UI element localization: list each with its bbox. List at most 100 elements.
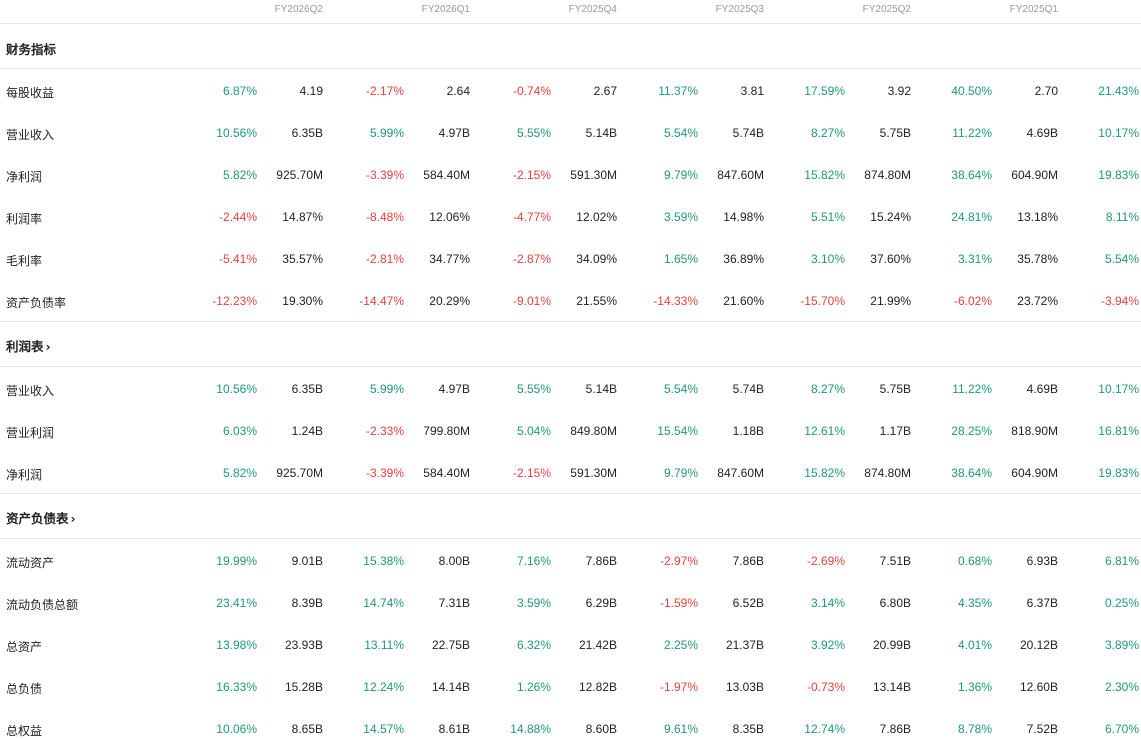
change-percent: 28.25% — [951, 424, 992, 438]
change-percent: -2.44% — [218, 210, 257, 224]
value: 5.14B — [585, 126, 617, 140]
section-divider — [0, 366, 1141, 367]
value: 14.87% — [282, 210, 323, 224]
value: 21.42B — [578, 638, 617, 652]
change-percent: 9.79% — [663, 168, 698, 182]
section-title-1[interactable]: 利润表 › — [6, 336, 51, 355]
change-percent: 14.57% — [363, 722, 404, 736]
period-header-fy2026q1: FY2026Q1 — [421, 4, 470, 15]
value: 7.31B — [438, 596, 470, 610]
value: 34.77% — [429, 252, 470, 266]
table-row: 总负债 16.33% 15.28B 12.24% 14.14B 1.26% 12.82B -1… — [0, 678, 1141, 698]
value: 6.37B — [1026, 596, 1058, 610]
change-percent: 19.83% — [1098, 168, 1139, 182]
change-percent: -2.69% — [806, 554, 845, 568]
change-percent: 12.61% — [804, 424, 845, 438]
section-title-label: 财务指标 — [6, 42, 57, 57]
row-label: 总资产 — [6, 640, 43, 654]
chevron-right-icon: › — [45, 339, 51, 354]
value: 849.80M — [570, 424, 617, 438]
value: 604.90M — [1011, 168, 1058, 182]
change-percent: -6.02% — [953, 294, 992, 308]
change-percent: 5.99% — [369, 126, 404, 140]
value: 2.70 — [1034, 84, 1058, 98]
table-row: 资产负债率 -12.23% 19.30% -14.47% 20.29% -9.01% 21.… — [0, 292, 1141, 312]
change-percent: 8.78% — [957, 722, 992, 736]
change-percent: 40.50% — [951, 84, 992, 98]
row-label: 净利润 — [6, 170, 43, 184]
table-row: 每股收益 6.87% 4.19 -2.17% 2.64 -0.74% 2.67 11.37% 3… — [0, 82, 1141, 102]
table-row: 净利润 5.82% 925.70M -3.39% 584.40M -2.15% 591.30… — [0, 464, 1141, 484]
change-percent: 14.74% — [363, 596, 404, 610]
value: 9.01B — [291, 554, 323, 568]
value: 6.35B — [291, 382, 323, 396]
value: 1.24B — [291, 424, 323, 438]
period-header-fy2025q2: FY2025Q2 — [862, 4, 911, 15]
change-percent: 5.54% — [1104, 252, 1139, 266]
value: 799.80M — [423, 424, 470, 438]
row-label: 资产负债率 — [6, 296, 67, 310]
value: 35.57% — [282, 252, 323, 266]
change-percent: 10.17% — [1098, 126, 1139, 140]
section-title-0: 财务指标 — [6, 39, 56, 58]
change-percent: 3.10% — [810, 252, 845, 266]
change-percent: 10.17% — [1098, 382, 1139, 396]
value: 4.69B — [1026, 382, 1058, 396]
row-label: 营业收入 — [6, 128, 55, 142]
value: 20.99B — [872, 638, 911, 652]
change-percent: 8.27% — [810, 382, 845, 396]
value: 23.72% — [1017, 294, 1058, 308]
value: 4.69B — [1026, 126, 1058, 140]
change-percent: 17.59% — [804, 84, 845, 98]
table-row: 毛利率 -5.41% 35.57% -2.81% 34.77% -2.87% 34.09% 1… — [0, 250, 1141, 270]
change-percent: 3.59% — [516, 596, 551, 610]
value: 35.78% — [1017, 252, 1058, 266]
change-percent: 6.70% — [1104, 722, 1139, 736]
value: 12.82B — [578, 680, 617, 694]
value: 6.80B — [879, 596, 911, 610]
value: 8.65B — [291, 722, 323, 736]
value: 34.09% — [576, 252, 617, 266]
change-percent: -0.73% — [806, 680, 845, 694]
change-percent: 3.59% — [663, 210, 698, 224]
row-label: 利润率 — [6, 212, 43, 226]
value: 818.90M — [1011, 424, 1058, 438]
change-percent: 1.36% — [957, 680, 992, 694]
change-percent: 1.65% — [663, 252, 698, 266]
change-percent: 11.22% — [952, 382, 992, 396]
row-label: 营业利润 — [6, 426, 55, 440]
change-percent: 12.74% — [804, 722, 845, 736]
period-header-fy2025q4: FY2025Q4 — [568, 4, 617, 15]
section-divider — [0, 68, 1141, 69]
change-percent: -8.48% — [365, 210, 404, 224]
change-percent: 6.32% — [516, 638, 551, 652]
change-percent: -5.41% — [218, 252, 257, 266]
change-percent: 15.54% — [657, 424, 698, 438]
change-percent: 5.82% — [222, 168, 257, 182]
value: 7.86B — [879, 722, 911, 736]
value: 20.29% — [429, 294, 470, 308]
value: 37.60% — [870, 252, 911, 266]
value: 6.93B — [1026, 554, 1058, 568]
value: 925.70M — [276, 466, 323, 480]
row-label: 营业收入 — [6, 384, 55, 398]
change-percent: -2.87% — [512, 252, 551, 266]
change-percent: -2.33% — [365, 424, 404, 438]
table-row: 营业利润 6.03% 1.24B -2.33% 799.80M 5.04% 849.80M 1… — [0, 422, 1141, 442]
change-percent: -2.15% — [512, 466, 551, 480]
change-percent: 5.54% — [663, 126, 698, 140]
value: 604.90M — [1011, 466, 1058, 480]
change-percent: -15.70% — [800, 294, 845, 308]
change-percent: 24.81% — [951, 210, 992, 224]
table-row: 流动负债总额 23.41% 8.39B 14.74% 7.31B 3.59% 6.29B -1… — [0, 594, 1141, 614]
section-title-2[interactable]: 资产负债表 › — [6, 508, 76, 527]
value: 591.30M — [570, 466, 617, 480]
table-row: 利润率 -2.44% 14.87% -8.48% 12.06% -4.77% 12.02% 3… — [0, 208, 1141, 228]
row-label: 每股收益 — [6, 86, 55, 100]
change-percent: 23.41% — [216, 596, 257, 610]
change-percent: -3.94% — [1100, 294, 1139, 308]
value: 8.60B — [585, 722, 617, 736]
change-percent: 5.99% — [369, 382, 404, 396]
value: 36.89% — [723, 252, 764, 266]
table-row: 净利润 5.82% 925.70M -3.39% 584.40M -2.15% 591.30… — [0, 166, 1141, 186]
